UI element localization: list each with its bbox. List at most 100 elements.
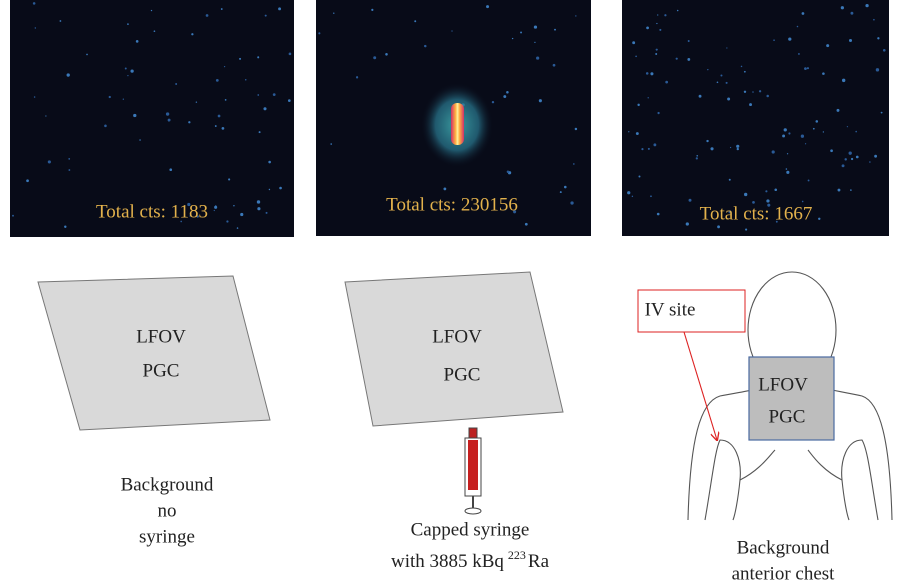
- noise-dot: [855, 131, 857, 133]
- noise-dot: [628, 131, 629, 132]
- noise-dot: [289, 53, 292, 56]
- noise-dot: [641, 148, 643, 150]
- caption-text: with 3885 kBq: [391, 551, 504, 572]
- noise-dot: [657, 213, 660, 216]
- noise-dot: [655, 53, 657, 55]
- noise-dot: [841, 6, 844, 9]
- noise-dot: [766, 95, 769, 98]
- noise-dot: [823, 131, 824, 132]
- noise-dot: [865, 4, 868, 7]
- noise-dot: [534, 42, 535, 43]
- noise-dot: [151, 10, 152, 11]
- noise-dot: [68, 169, 70, 171]
- noise-dot: [34, 96, 36, 98]
- noise-dot: [196, 101, 197, 102]
- noise-dot: [168, 119, 171, 122]
- caption: no: [158, 500, 177, 521]
- detector-label: PGC: [769, 406, 806, 427]
- noise-dot: [636, 132, 639, 135]
- noise-dot: [373, 56, 376, 59]
- noise-dot: [851, 158, 853, 160]
- noise-dot: [699, 95, 702, 98]
- noise-dot: [717, 225, 720, 228]
- noise-dot: [787, 153, 788, 154]
- noise-dot: [48, 160, 51, 163]
- noise-dot: [656, 23, 657, 24]
- noise-dot: [774, 188, 777, 191]
- noise-dot: [221, 8, 223, 10]
- caption: Capped syringe: [411, 519, 530, 540]
- noise-dot: [564, 186, 567, 189]
- noise-dot: [492, 101, 494, 103]
- noise-dot: [818, 218, 820, 220]
- noise-dot: [333, 13, 334, 14]
- noise-dot: [240, 213, 243, 216]
- noise-dot: [782, 135, 785, 138]
- noise-dot: [850, 189, 852, 191]
- caption: Background: [121, 474, 214, 495]
- noise-dot: [696, 157, 698, 159]
- noise-dot: [727, 98, 730, 101]
- noise-dot: [801, 135, 804, 138]
- noise-dot: [730, 147, 731, 148]
- noise-dot: [35, 27, 36, 28]
- noise-dot: [506, 91, 509, 94]
- noise-dot: [632, 41, 635, 44]
- noise-dot: [224, 66, 225, 67]
- noise-dot: [257, 94, 259, 96]
- noise-dot: [706, 140, 708, 142]
- noise-dot: [826, 44, 829, 47]
- noise-dot: [788, 37, 791, 40]
- noise-dot: [554, 29, 556, 31]
- noise-dot: [520, 31, 522, 33]
- noise-dot: [837, 109, 840, 112]
- noise-dot: [648, 148, 650, 150]
- noise-dot: [653, 143, 656, 146]
- noise-dot: [443, 187, 446, 190]
- scan-image: [622, 0, 889, 236]
- syringe: [465, 428, 481, 514]
- noise-dot: [257, 200, 260, 203]
- noise-dot: [664, 14, 666, 16]
- noise-dot: [689, 199, 692, 202]
- noise-dot: [525, 223, 528, 226]
- noise-dot: [717, 81, 719, 83]
- noise-dot: [786, 168, 788, 170]
- callout: IV site: [645, 299, 696, 320]
- noise-dot: [745, 228, 747, 230]
- noise-dot: [127, 75, 128, 76]
- noise-dot: [659, 29, 661, 31]
- noise-dot: [646, 26, 649, 29]
- noise-dot: [257, 207, 260, 210]
- noise-dot: [218, 115, 221, 118]
- noise-dot: [720, 74, 722, 76]
- noise-dot: [677, 10, 679, 12]
- noise-dot: [798, 53, 800, 55]
- noise-dot: [45, 115, 46, 116]
- noise-dot: [259, 131, 261, 133]
- noise-dot: [216, 79, 219, 82]
- hotspot-core: [451, 103, 464, 145]
- noise-dot: [127, 23, 129, 25]
- noise-dot: [265, 15, 267, 17]
- noise-dot: [784, 128, 787, 131]
- noise-dot: [226, 220, 228, 222]
- noise-dot: [233, 205, 234, 206]
- noise-dot: [245, 79, 247, 81]
- noise-dot: [650, 72, 653, 75]
- noise-dot: [125, 68, 127, 70]
- noise-dot: [873, 19, 875, 21]
- noise-dot: [269, 189, 270, 190]
- noise-dot: [786, 171, 789, 174]
- noise-dot: [646, 72, 649, 75]
- noise-dot: [133, 114, 136, 117]
- noise-dot: [737, 148, 739, 150]
- noise-dot: [648, 97, 649, 98]
- noise-dot: [169, 168, 172, 171]
- noise-dot: [802, 201, 804, 203]
- noise-dot: [773, 39, 775, 41]
- noise-dot: [273, 93, 276, 96]
- noise-dot: [766, 199, 769, 202]
- noise-dot: [575, 128, 577, 130]
- noise-dot: [759, 90, 761, 92]
